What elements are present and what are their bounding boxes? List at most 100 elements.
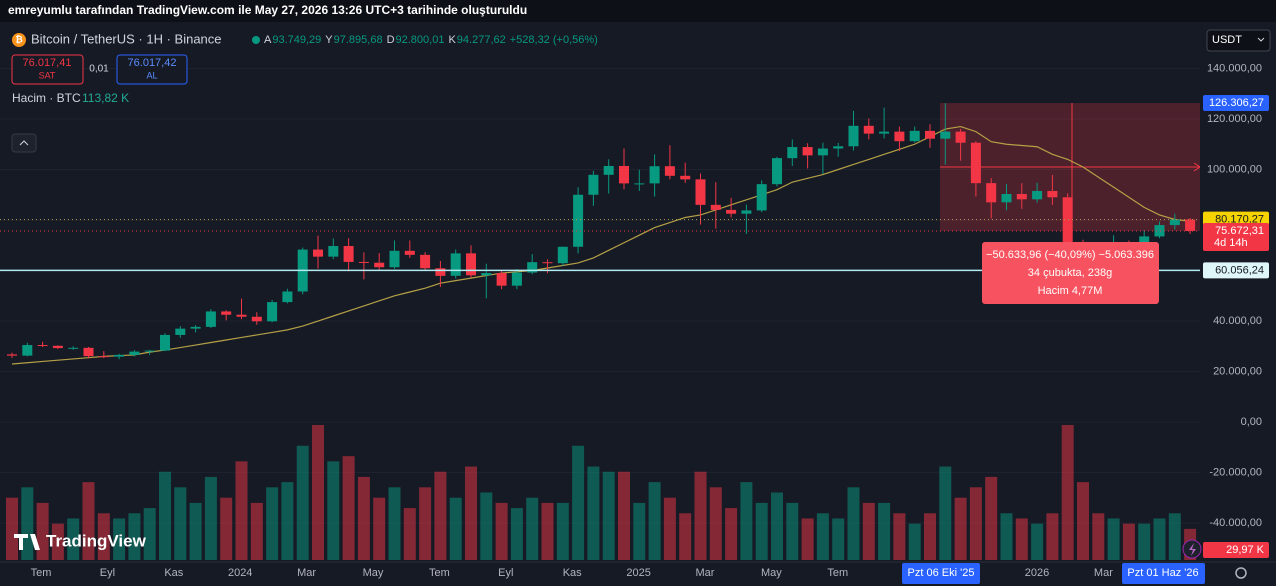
volume-bar bbox=[587, 466, 600, 560]
candle-body bbox=[160, 334, 170, 351]
settings-icon[interactable] bbox=[1235, 567, 1247, 579]
candle-body bbox=[833, 146, 844, 149]
candle-body bbox=[1062, 197, 1073, 246]
volume-bar bbox=[1122, 523, 1135, 560]
volume-tag: 29,97 K bbox=[1226, 544, 1265, 556]
candle-body bbox=[970, 142, 981, 184]
volume-bar bbox=[556, 502, 569, 560]
ohlc-key: Y bbox=[325, 34, 333, 46]
candle-body bbox=[741, 210, 752, 214]
x-tick-label: May bbox=[761, 567, 782, 579]
candle-body bbox=[603, 165, 614, 175]
volume-bar bbox=[143, 508, 156, 560]
volume-bar bbox=[174, 487, 187, 560]
coin-icon bbox=[12, 33, 26, 47]
hline-tag: 60.056,24 bbox=[1215, 264, 1264, 276]
x-tick-label: Mar bbox=[297, 567, 316, 579]
volume-bar bbox=[434, 471, 447, 560]
sell-label: SAT bbox=[39, 70, 56, 80]
volume-bar bbox=[908, 523, 921, 560]
x-tick-label: 2026 bbox=[1025, 567, 1049, 579]
plot bbox=[0, 67, 1201, 560]
x-tick-label: Kas bbox=[563, 567, 582, 579]
volume-bar bbox=[357, 476, 370, 560]
volume-bar bbox=[709, 487, 722, 560]
volume-bar bbox=[480, 492, 493, 560]
y-tick-label: -40.000,00 bbox=[1209, 517, 1262, 529]
status-dot bbox=[252, 36, 260, 44]
volume-bar bbox=[679, 513, 692, 560]
candle-body bbox=[772, 158, 782, 185]
volume-bar bbox=[862, 502, 875, 560]
ohlc-key: A bbox=[264, 34, 272, 46]
candle-body bbox=[129, 351, 140, 355]
candle-body bbox=[1001, 194, 1012, 203]
candle-body bbox=[1016, 194, 1027, 200]
symbol: Bitcoin / TetherUS · 1H · Binance bbox=[31, 31, 222, 46]
candle-body bbox=[863, 125, 874, 134]
ohlc: A 93.749,29 Y 97.895,68 D 92.800,01 K 94.277,62… bbox=[264, 34, 598, 46]
measure-tag: 126.306,27 bbox=[1209, 97, 1264, 109]
volume-bar bbox=[1077, 482, 1089, 560]
volume-bar bbox=[495, 502, 508, 560]
candle-body bbox=[588, 174, 599, 195]
candle-body bbox=[894, 131, 905, 142]
x-tick-label: Mar bbox=[696, 567, 715, 579]
ohlc-key: D bbox=[387, 34, 395, 46]
volume-bar bbox=[847, 487, 860, 560]
volume-bar bbox=[816, 513, 829, 560]
y-tick-label: 140.000,00 bbox=[1207, 62, 1262, 74]
volume-bar bbox=[449, 497, 462, 560]
candle-body bbox=[267, 302, 278, 322]
last-price-tag-bg bbox=[1203, 222, 1269, 251]
price-axis bbox=[1200, 22, 1276, 562]
volume-bar bbox=[633, 502, 646, 560]
collapse-button[interactable] bbox=[11, 133, 37, 153]
y-tick-label: 40.000,00 bbox=[1213, 315, 1262, 327]
candle-body bbox=[37, 345, 48, 347]
candle-body bbox=[221, 311, 232, 315]
volume-bar bbox=[1107, 518, 1120, 560]
volume-bar bbox=[510, 508, 523, 560]
volume-bar bbox=[97, 513, 110, 560]
volume-bar bbox=[878, 502, 891, 560]
x-tick-label: Tem bbox=[31, 567, 52, 579]
candle-body bbox=[848, 125, 859, 147]
y-tick-label: 20.000,00 bbox=[1213, 365, 1262, 377]
buy-price: 76.017,42 bbox=[128, 57, 177, 69]
volume-bar bbox=[21, 487, 34, 560]
candle-body bbox=[1154, 225, 1165, 237]
logo-mark bbox=[14, 534, 40, 550]
candle-body bbox=[710, 204, 721, 210]
candle-body bbox=[343, 246, 354, 262]
sell-button[interactable] bbox=[11, 54, 84, 85]
candle-body bbox=[1032, 190, 1043, 200]
volume-bar bbox=[235, 461, 248, 560]
candle-body bbox=[756, 184, 767, 211]
volume-bar bbox=[266, 487, 279, 560]
candle-body bbox=[358, 261, 369, 263]
buy-button[interactable] bbox=[116, 54, 188, 85]
x-tick-label: Eyl bbox=[100, 567, 115, 579]
currency-button[interactable] bbox=[1206, 29, 1271, 52]
candle-body bbox=[802, 147, 813, 156]
measure-text: Hacim 4,77M bbox=[1038, 285, 1103, 297]
volume-bar bbox=[403, 508, 416, 560]
volume-bar bbox=[985, 476, 998, 560]
axis-layer: 140.000,00120.000,00100.000,0080.000,006… bbox=[31, 62, 1269, 584]
ohlc-value: 93.749,29 bbox=[272, 34, 321, 46]
candle-body bbox=[664, 166, 675, 176]
volume-bar bbox=[771, 492, 783, 560]
measure-tag-bg bbox=[1203, 95, 1269, 112]
candle-body bbox=[695, 179, 706, 205]
candle-body bbox=[22, 345, 33, 356]
candle-body bbox=[955, 131, 966, 143]
candle-body bbox=[1169, 219, 1180, 226]
volume-bar bbox=[388, 487, 401, 560]
x-tick-label: Tem bbox=[429, 567, 450, 579]
volume-bar bbox=[801, 518, 814, 560]
last-price-tag: 75.672,31 bbox=[1215, 225, 1264, 237]
candle-body bbox=[420, 254, 431, 269]
candle-body bbox=[909, 130, 920, 142]
candle-body bbox=[328, 246, 339, 257]
